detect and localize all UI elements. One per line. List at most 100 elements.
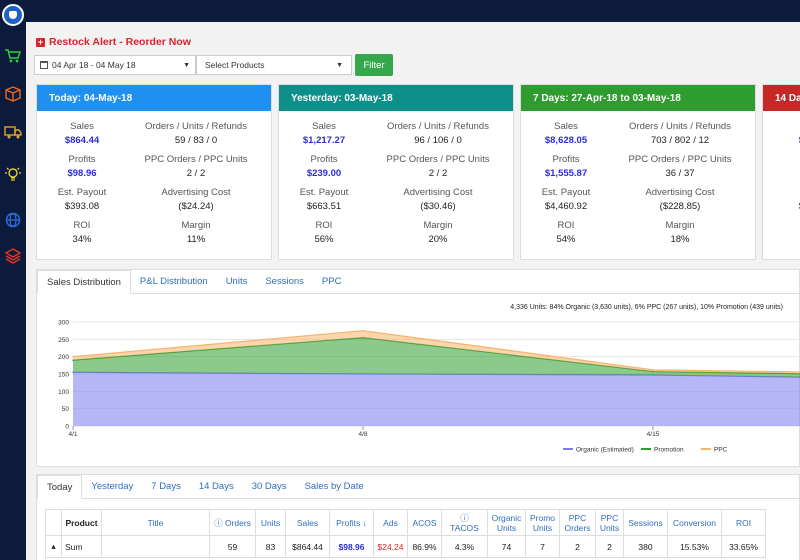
- orders-metric: Orders / Units / Refunds 59 / 83 / 0: [131, 121, 261, 146]
- ppc-label: PPC Orders / PPC Units: [628, 154, 732, 165]
- margin-value: 18%: [670, 234, 690, 245]
- summary-card-2: 7 Days: 27-Apr-18 to 03-May-18 Sales $8,…: [520, 84, 756, 260]
- filter-button[interactable]: Filter: [355, 54, 393, 76]
- profits-value: $3,: [763, 168, 800, 179]
- adcost-metric: Advertising Cost ($24.24): [131, 187, 261, 212]
- box-icon[interactable]: [4, 86, 22, 102]
- layers-icon[interactable]: [4, 248, 22, 264]
- table-header-10[interactable]: Organic Units: [487, 509, 526, 536]
- table-header-2[interactable]: Title: [101, 509, 210, 536]
- profits-label: Profits: [310, 154, 338, 165]
- chart-tab-4[interactable]: PPC: [321, 276, 342, 287]
- card-header[interactable]: 7 Days: 27-Apr-18 to 03-May-18: [521, 85, 755, 111]
- table-cell: 15.53%: [667, 535, 722, 558]
- table-cell: Sum: [61, 535, 102, 558]
- series-line-2: [72, 330, 800, 373]
- date-range-picker[interactable]: 04 Apr 18 - 04 May 18 ▼: [34, 55, 196, 75]
- table-header-8[interactable]: ACOS: [407, 509, 442, 536]
- product-select[interactable]: Select Products ▼: [196, 55, 352, 75]
- table-header-7[interactable]: Ads: [373, 509, 408, 536]
- area-series-0: [73, 372, 800, 426]
- chart-title: 4,336 Units: 84% Organic (3,630 units), …: [510, 304, 783, 311]
- table-header-15[interactable]: Conversion: [667, 509, 722, 536]
- summary-card-1: Yesterday: 03-May-18 Sales $1,217.27 Ord…: [278, 84, 514, 260]
- table-header-6[interactable]: Profits ↓: [329, 509, 374, 536]
- table-tab-5[interactable]: Sales by Date: [304, 481, 364, 492]
- table-header-5[interactable]: Sales: [285, 509, 330, 536]
- app-logo-icon[interactable]: [2, 4, 24, 26]
- sales-metric: Sales $1,217.27: [279, 121, 369, 146]
- payout-metric: Est. Payout $393.08: [37, 187, 127, 212]
- adcost-value: ($228.85): [659, 201, 701, 212]
- roi-metric: [763, 220, 800, 223]
- card-header[interactable]: Today: 04-May-18: [37, 85, 271, 111]
- lightbulb-icon[interactable]: [4, 166, 22, 182]
- orders-value: 703 / 802 / 12: [650, 135, 710, 146]
- ppc-label: PPC Orders / PPC Units: [144, 154, 248, 165]
- table-header-16[interactable]: ROI: [721, 509, 766, 536]
- y-tick-label: 200: [58, 354, 69, 361]
- sidebar: [0, 0, 26, 560]
- ppc-label: PPC Orders / PPC Units: [386, 154, 490, 165]
- chart-tab-1[interactable]: P&L Distribution: [139, 276, 208, 287]
- table-tab-0[interactable]: Today: [37, 475, 83, 499]
- legend-label: Promotion: [654, 447, 684, 454]
- table-header-1: Product: [61, 509, 102, 536]
- profits-value: $239.00: [306, 168, 342, 179]
- caret-down-icon: ▼: [336, 61, 343, 69]
- adcost-value: ($24.24): [178, 201, 214, 212]
- cart-icon[interactable]: [4, 48, 22, 64]
- globe-icon[interactable]: [4, 212, 22, 228]
- profits-metric: Profits $239.00: [279, 154, 369, 179]
- card-header[interactable]: 14 Da: [763, 85, 800, 111]
- orders-label: Orders / Units / Refunds: [629, 121, 731, 132]
- table-tab-2[interactable]: 7 Days: [151, 481, 181, 492]
- profits-value: $1,555.87: [544, 168, 588, 179]
- orders-value: 59 / 83 / 0: [174, 135, 218, 146]
- area-series-2: [73, 330, 800, 374]
- roi-label: ROI: [557, 220, 575, 231]
- x-tick-label: 4/15: [647, 431, 660, 438]
- orders-value: 96 / 106 / 0: [414, 135, 462, 146]
- table-cell: 2: [595, 535, 624, 558]
- roi-label: ROI: [73, 220, 91, 231]
- profits-metric: P $3,: [763, 154, 800, 179]
- chart-tab-3[interactable]: Sessions: [265, 276, 304, 287]
- table-header-11[interactable]: Promo Units: [525, 509, 560, 536]
- truck-icon[interactable]: [4, 124, 22, 140]
- adcost-label: Advertising Cost: [403, 187, 473, 198]
- orders-metric: Orders / Units / Refunds 703 / 802 / 12: [615, 121, 745, 146]
- payout-value: $8,9: [763, 201, 800, 212]
- table-cell: 33.65%: [721, 535, 766, 558]
- chart-tab-2[interactable]: Units: [225, 276, 248, 287]
- table-tab-3[interactable]: 14 Days: [198, 481, 234, 492]
- summary-card-3: 14 Da S $17, P $3, Est $8,9: [762, 84, 800, 260]
- table-cell: 4.3%: [441, 535, 488, 558]
- table-header-14[interactable]: Sessions: [623, 509, 668, 536]
- payout-label: Est. Payout: [299, 187, 349, 198]
- table-header-3[interactable]: ⓘ Orders: [209, 509, 256, 536]
- sales-metric: S $17,: [763, 121, 800, 146]
- collapse-toggle[interactable]: ▴: [45, 535, 62, 558]
- margin-label: Margin: [423, 220, 453, 231]
- profits-label: Profits: [68, 154, 96, 165]
- table-header-4[interactable]: Units: [255, 509, 286, 536]
- payout-label: Est. Payout: [57, 187, 107, 198]
- date-range-value: 04 Apr 18 - 04 May 18: [52, 60, 136, 70]
- table-header-13[interactable]: PPC Units: [595, 509, 624, 536]
- plus-icon: +: [36, 36, 45, 47]
- chart-tab-0[interactable]: Sales Distribution: [37, 270, 131, 294]
- margin-metric: Margin 11%: [131, 220, 261, 245]
- table-tab-4[interactable]: 30 Days: [251, 481, 287, 492]
- ppc-value: 2 / 2: [186, 168, 206, 179]
- adcost-label: Advertising Cost: [161, 187, 231, 198]
- sales-label: Sales: [554, 121, 578, 132]
- table-header-9[interactable]: ⓘ TACOS: [441, 509, 488, 536]
- table-cell: 83: [255, 535, 286, 558]
- card-header[interactable]: Yesterday: 03-May-18: [279, 85, 513, 111]
- table-header-12[interactable]: PPC Orders: [559, 509, 596, 536]
- restock-alert[interactable]: + Restock Alert - Reorder Now: [36, 36, 191, 48]
- data-point: [652, 369, 654, 371]
- table-tab-1[interactable]: Yesterday: [91, 481, 134, 492]
- payout-value: $393.08: [64, 201, 100, 212]
